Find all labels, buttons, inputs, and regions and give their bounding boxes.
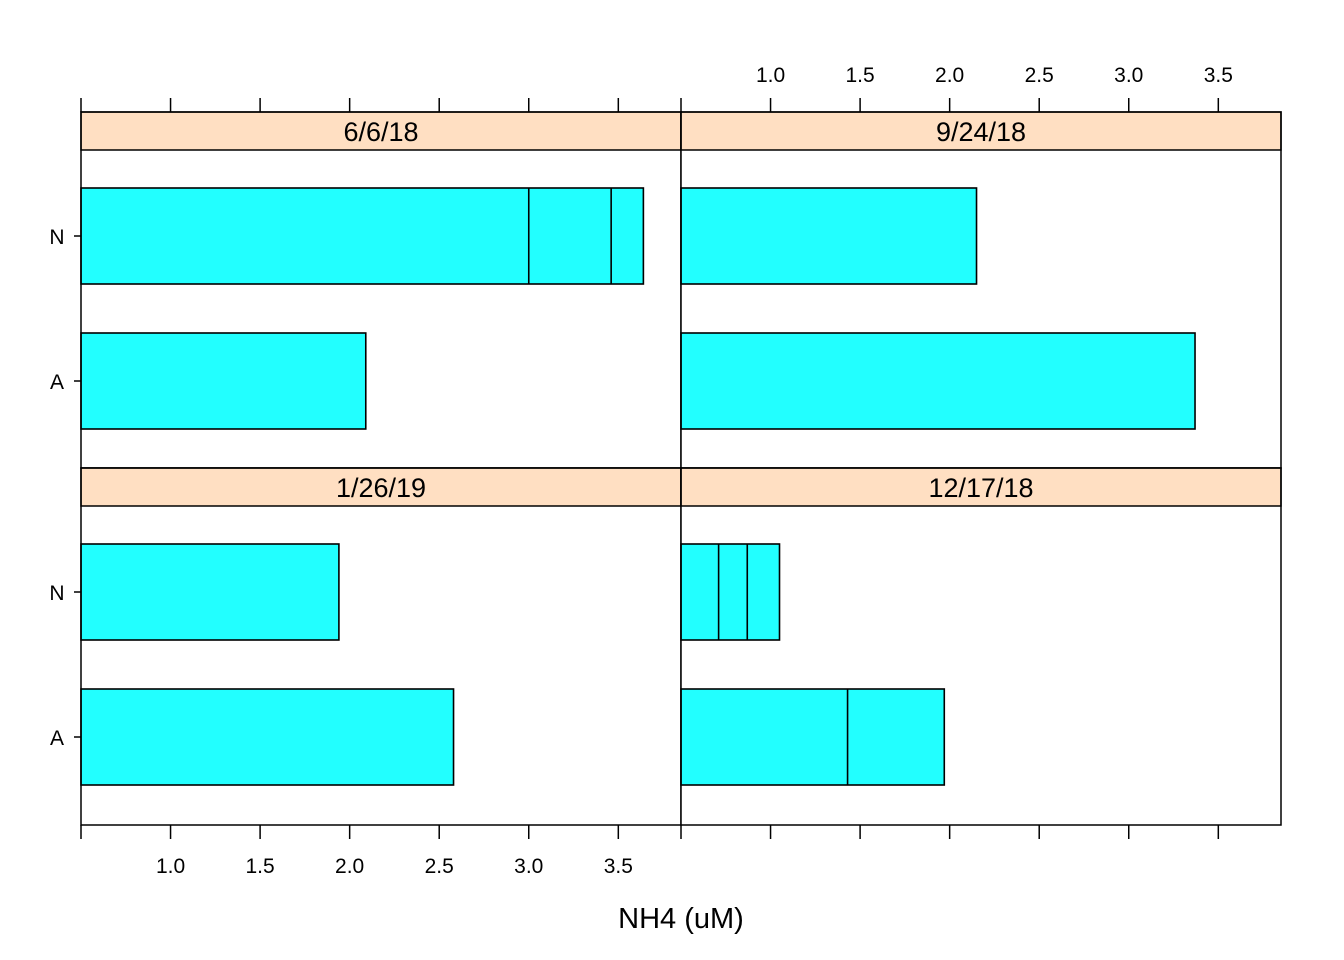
panel: 6/6/18 [80,111,682,469]
x-tick-label: 3.0 [1114,64,1143,87]
x-tick-label: 3.5 [1204,64,1233,87]
x-tick-label: 3.5 [604,855,633,878]
panel-title: 6/6/18 [343,117,418,147]
x-tick-label: 1.5 [246,855,275,878]
panel-strip [80,111,682,151]
axes: N A N A 1.0 1.5 2.0 2.5 3.0 3.5 1.0 1.5 2.0 2.5 3.0 3.5 [49,64,1233,878]
bar [80,543,340,641]
panel: 1/26/19 [80,467,682,826]
panels: 6/6/18 9/24/18 1/26/19 12/17/18 [80,111,1282,826]
panel: 12/17/18 [680,467,1282,826]
panel-strip [680,467,1282,507]
y-category-label: N [49,582,64,605]
bar [680,688,946,786]
x-axis-title: NH4 (uM) [618,903,744,935]
y-category-label: N [49,226,64,249]
x-tick-label: 2.0 [335,855,364,878]
panel-title: 1/26/19 [336,473,426,503]
bar [680,187,978,285]
x-tick-label: 1.0 [756,64,785,87]
panel-title: 9/24/18 [936,117,1026,147]
bar [80,187,645,285]
bar [680,332,1196,430]
x-tick-label: 1.0 [156,855,185,878]
y-category-label: A [50,371,64,394]
x-tick-label: 1.5 [846,64,875,87]
bar [80,332,367,430]
bar [80,688,455,786]
x-tick-label: 2.5 [425,855,454,878]
x-tick-label: 2.0 [935,64,964,87]
panel-title: 12/17/18 [928,473,1033,503]
y-category-label: A [50,727,64,750]
bar [680,543,781,641]
panel-border [680,467,1282,826]
x-tick-label: 3.0 [514,855,543,878]
x-tick-label: 2.5 [1025,64,1054,87]
panel: 9/24/18 [680,111,1282,469]
